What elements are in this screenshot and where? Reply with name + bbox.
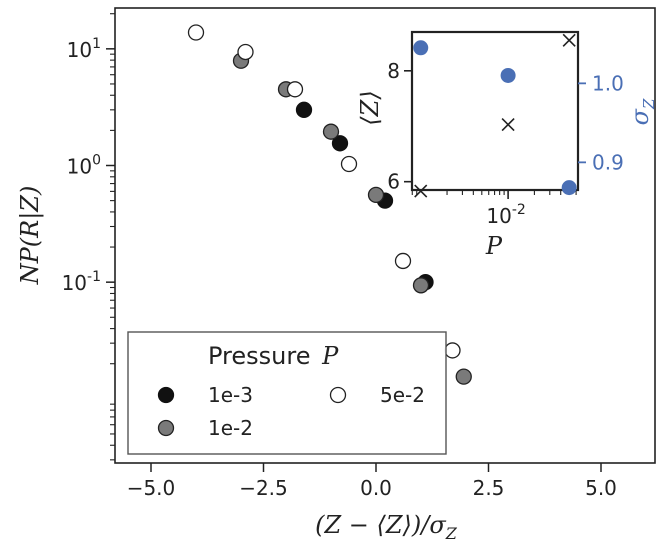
inset-y-tick-label: 8 [387,59,400,83]
legend-marker [329,386,347,404]
y-tick-label: 101 [67,36,101,62]
x-tick-label: −5.0 [127,476,176,500]
x-tick-label: 2.5 [473,476,505,500]
inset-x-marker [562,33,576,47]
inset-y2-tick-label: 1.0 [592,71,624,95]
legend-label: 1e-2 [208,416,253,440]
inset-plot-frame [410,30,580,192]
data-point [322,123,340,140]
data-point [340,155,358,173]
data-point [412,277,430,294]
legend-label: 5e-2 [380,383,425,407]
main-data-points [187,24,472,385]
inset-circle-marker [413,40,429,56]
legend-marker [157,419,175,437]
legend-label: 1e-3 [208,383,253,407]
data-point [367,186,385,204]
main-axes: −5.0 −2.5 0.0 2.5 5.0 101 100 10-1 [62,13,617,500]
legend-marker [157,386,175,404]
legend-box [127,331,447,455]
data-point [237,43,254,61]
y-axis-title: NP(R|Z) [16,186,45,286]
inset-circle-marker [500,67,516,83]
inset-x-marker [501,118,515,132]
inset-x-tick-label: 10-2 [486,202,525,228]
legend: Pressure P 1e-3 1e-2 5e-2 [127,331,447,455]
inset-x-marker [414,184,428,198]
data-point [295,101,313,118]
inset-y-tick-label: 6 [387,170,400,194]
data-point [286,81,304,98]
inset-x-axis-title: P [485,232,503,260]
y-tick-label: 100 [67,153,101,179]
inset-data-points [413,33,577,198]
inset-y-axis-title: ⟨Z⟩ [356,90,384,125]
x-tick-label: 5.0 [585,476,617,500]
inset-axes: 10-2 6 8 0.9 1.0 [387,59,624,228]
data-point [331,135,349,152]
x-tick-label: −2.5 [239,476,288,500]
inset-y2-tick-label: 0.9 [592,150,624,174]
x-tick-label: 0.0 [360,476,392,500]
data-point [187,24,205,41]
inset-y2-axis-title: σZ [626,98,658,125]
x-axis-title: (Z − ⟨Z⟩)/σZ [315,511,458,543]
inset-circle-marker [561,180,577,196]
legend-title: Pressure P [208,342,339,370]
data-point [455,368,472,385]
data-point [394,252,412,270]
data-point [444,342,461,359]
y-tick-label: 10-1 [62,269,101,295]
